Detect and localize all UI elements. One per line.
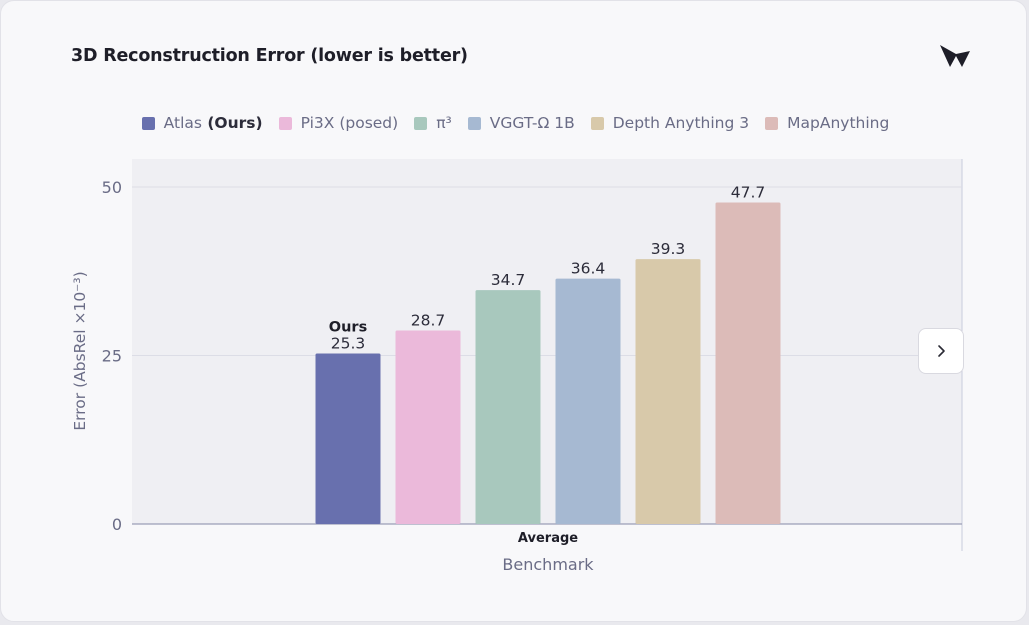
bar-value-label: 34.7 bbox=[491, 271, 526, 289]
bar-value-label: 25.3 bbox=[331, 334, 366, 352]
legend-swatch bbox=[590, 116, 604, 130]
bar-value-label: 36.4 bbox=[571, 260, 606, 278]
legend-item[interactable]: π³ bbox=[414, 114, 452, 132]
bar bbox=[555, 278, 621, 524]
legend-item[interactable]: MapAnything bbox=[765, 114, 889, 132]
legend-item[interactable]: Pi3X (posed) bbox=[278, 114, 399, 132]
y-axis-title: Error (AbsRel ×10⁻³) bbox=[71, 271, 89, 430]
bar bbox=[395, 330, 461, 524]
x-axis-title: Benchmark bbox=[502, 555, 594, 574]
legend-swatch bbox=[141, 116, 155, 130]
legend-item[interactable]: Depth Anything 3 bbox=[590, 114, 750, 132]
legend-label: VGGT-Ω 1B bbox=[489, 114, 575, 132]
bar-value-label: 39.3 bbox=[651, 240, 686, 258]
legend-label: Pi3X (posed) bbox=[300, 114, 399, 132]
bar-value-label: 47.7 bbox=[731, 184, 766, 202]
y-tick-label: 0 bbox=[112, 515, 122, 534]
legend-item[interactable]: VGGT-Ω 1B bbox=[467, 114, 575, 132]
bar bbox=[315, 353, 381, 524]
chevron-right-icon bbox=[938, 345, 945, 357]
x-tick-label: Average bbox=[518, 531, 578, 546]
legend-swatch bbox=[414, 116, 428, 130]
bar-annotation: Ours bbox=[329, 319, 367, 335]
legend-swatch bbox=[765, 116, 779, 130]
y-tick-label: 25 bbox=[102, 347, 122, 366]
chart-title: 3D Reconstruction Error (lower is better… bbox=[71, 46, 468, 66]
bar bbox=[475, 290, 541, 524]
legend-label: Atlas (Ours) bbox=[163, 114, 263, 132]
bar-value-label: 28.7 bbox=[411, 312, 446, 330]
legend-item[interactable]: Atlas (Ours) bbox=[141, 114, 263, 132]
legend-label: Depth Anything 3 bbox=[612, 114, 750, 132]
bar bbox=[715, 202, 781, 524]
legend-swatch bbox=[467, 116, 481, 130]
legend-label-suffix: (Ours) bbox=[201, 114, 263, 132]
brand-logo-icon bbox=[940, 45, 970, 67]
chart-legend: Atlas (Ours) Pi3X (posed) π³ VGGT-Ω 1B Depth… bbox=[1, 114, 1029, 132]
legend-label: MapAnything bbox=[787, 114, 890, 132]
legend-swatch bbox=[278, 116, 292, 130]
legend-label: π³ bbox=[436, 114, 452, 132]
y-tick-label: 50 bbox=[102, 178, 122, 197]
next-chart-button[interactable] bbox=[918, 328, 964, 374]
bar bbox=[635, 259, 701, 524]
plot-area bbox=[132, 159, 962, 524]
